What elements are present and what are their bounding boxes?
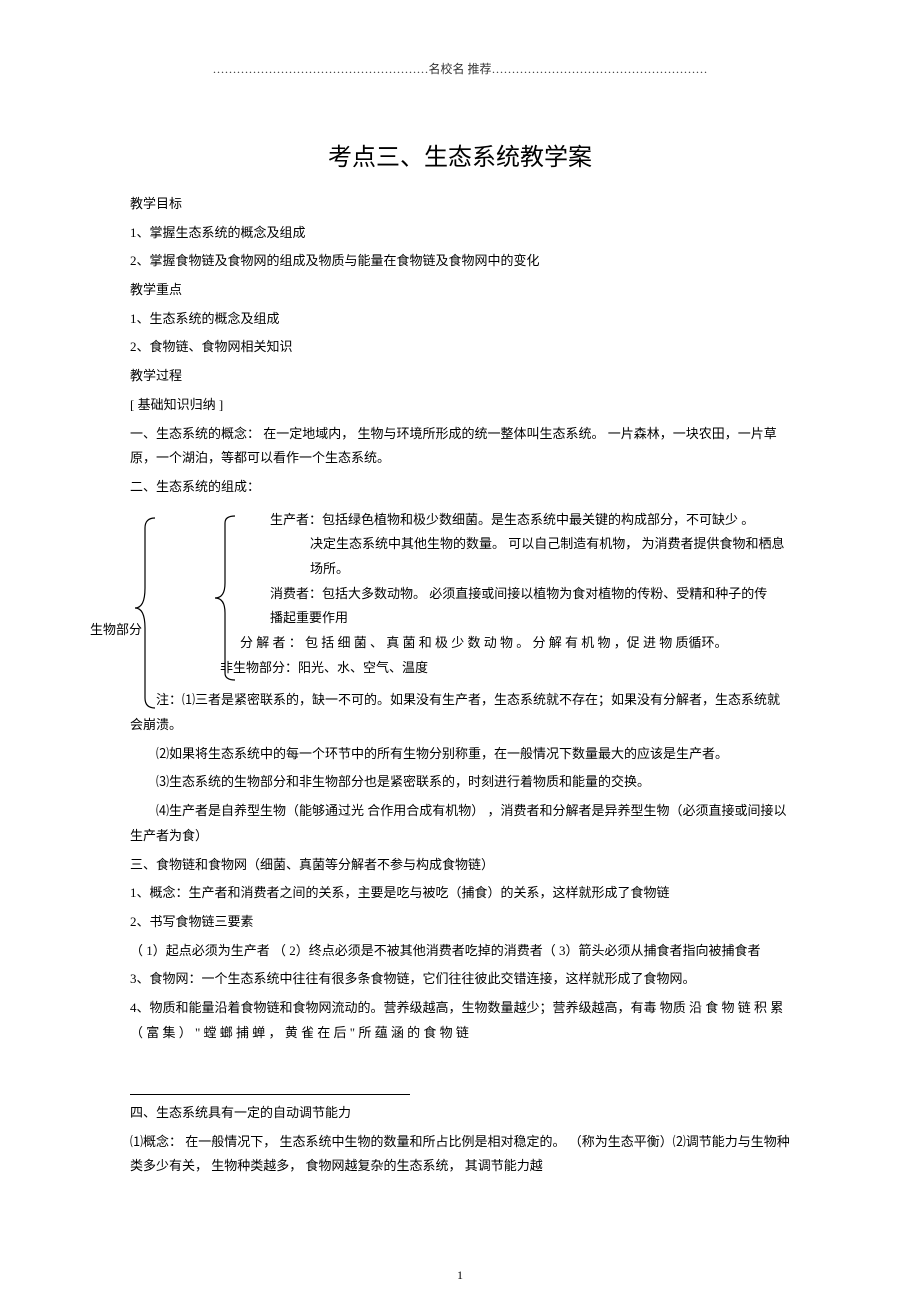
s3-item-2-sub: （ 1）起点必须为生产者 （ 2）终点必须是不被其他消费者吃掉的消费者（ 3）箭… (130, 939, 790, 964)
s3-item-2: 2、书写食物链三要素 (130, 910, 790, 935)
page-number: 1 (457, 1268, 463, 1283)
basis-heading: [ 基础知识归纳 ] (130, 393, 790, 418)
objective-1: 1、掌握生态系统的概念及组成 (130, 221, 790, 246)
note-2: ⑵如果将生态系统中的每一个环节中的所有生物分别称重，在一般情况下数量最大的应该是… (130, 742, 790, 767)
keypoint-2: 2、食物链、食物网相关知识 (130, 335, 790, 360)
section-4-heading: 四、生态系统具有一定的自动调节能力 (130, 1101, 790, 1126)
section-3-heading: 三、食物链和食物网（细菌、真菌等分解者不参与构成食物链） (130, 853, 790, 878)
page-title: 考点三、生态系统教学案 (130, 137, 790, 172)
abiotic-line: 非生物部分：阳光、水、空气、温度 (220, 656, 790, 681)
header-dotted-line: ………………………………………………名校名 推荐…………………………………………… (130, 60, 790, 77)
s3-item-4: 4、物质和能量沿着食物链和食物网流动的。营养级越高，生物数量越少；营养级越高，有… (130, 996, 790, 1045)
consumer-line: 消费者：包括大多数动物。 必须直接或间接以植物为食对植物的传粉、受精和种子的传播… (270, 582, 790, 631)
footer-separator (130, 1094, 410, 1095)
producer-line-1: 生产者：包括绿色植物和极少数细菌。是生态系统中最关键的构成部分，不可缺少 。 (270, 508, 790, 533)
objective-2: 2、掌握食物链及食物网的组成及物质与能量在食物链及食物网中的变化 (130, 249, 790, 274)
keypoint-1: 1、生态系统的概念及组成 (130, 307, 790, 332)
producer-line-2: 决定生态系统中其他生物的数量。 可以自己制造有机物， 为消费者提供食物和栖息场所… (310, 532, 790, 581)
concept-2: 二、生态系统的组成： (130, 475, 790, 500)
document-body: 教学目标 1、掌握生态系统的概念及组成 2、掌握食物链及食物网的组成及物质与能量… (130, 192, 790, 1179)
note-4: ⑷生产者是自养型生物（能够通过光 合作用合成有机物） ，消费者和分解者是异养型生… (130, 799, 790, 848)
concept-1: 一、生态系统的概念： 在一定地域内， 生物与环境所形成的统一整体叫生态系统。 一… (130, 422, 790, 471)
s3-item-1: 1、概念：生产者和消费者之间的关系，主要是吃与被吃（捕食）的关系，这样就形成了食… (130, 881, 790, 906)
ecosystem-structure: 生物部分 生产者：包括绿色植物和极少数细菌。是生态系统中最关键的构成部分，不可缺… (130, 508, 790, 681)
objectives-heading: 教学目标 (130, 192, 790, 217)
structure-outer-label: 生物部分 (90, 618, 142, 643)
keypoints-heading: 教学重点 (130, 278, 790, 303)
s3-blank (130, 1049, 790, 1074)
decomposer-line: 分 解 者 ： 包 括 细 菌 、 真 菌 和 极 少 数 动 物 。 分 解 … (240, 631, 790, 656)
note-3: ⑶生态系统的生物部分和非生物部分也是紧密联系的，时刻进行着物质和能量的交换。 (130, 770, 790, 795)
s4-item-1: ⑴概念： 在一般情况下， 生态系统中生物的数量和所占比例是相对稳定的。 （称为生… (130, 1130, 790, 1179)
process-heading: 教学过程 (130, 364, 790, 389)
s3-item-3: 3、食物网：一个生态系统中往往有很多条食物链，它们往往彼此交错连接，这样就形成了… (130, 967, 790, 992)
note-1: 注：⑴三者是紧密联系的，缺一不可的。如果没有生产者，生态系统就不存在；如果没有分… (130, 688, 790, 737)
